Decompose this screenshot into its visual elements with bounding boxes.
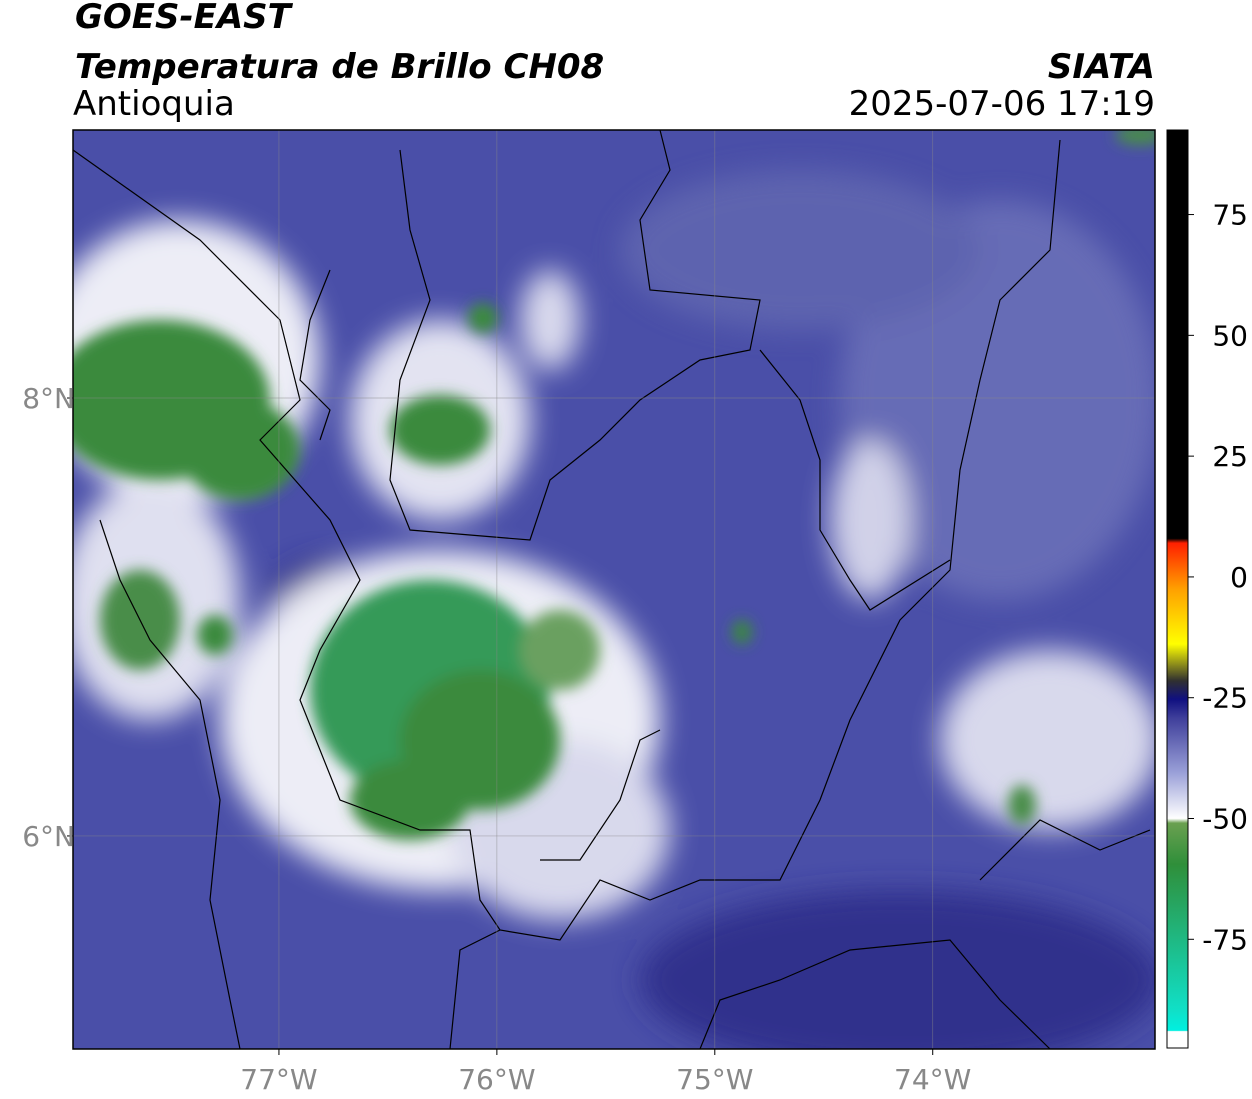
- colorbar: [1166, 129, 1189, 1049]
- colorbar-tick-label: 25: [1212, 440, 1248, 473]
- source: SIATA: [1048, 47, 1155, 87]
- y-tick-label: 8°N: [22, 382, 75, 415]
- colorbar-tick-label: -25: [1202, 682, 1248, 715]
- colorbar-tick-label: -75: [1202, 923, 1248, 956]
- y-tick-label: 6°N: [22, 820, 75, 853]
- map-frame: [72, 129, 1156, 1050]
- x-tick-label: 77°W: [240, 1063, 317, 1096]
- x-tick-label: 74°W: [894, 1063, 971, 1096]
- x-tick-label: 75°W: [676, 1063, 753, 1096]
- borders: [73, 130, 1151, 1049]
- colorbar-tick-label: 0: [1230, 561, 1248, 594]
- colorbar-tick-label: 50: [1212, 319, 1248, 352]
- colorbar-tick-label: 75: [1212, 199, 1248, 232]
- title: GOES-EAST: [75, 0, 294, 37]
- subtitle: Temperatura de Brillo CH08: [75, 47, 604, 87]
- region: Antioquia: [73, 84, 235, 124]
- graticule: [73, 130, 1155, 1049]
- x-tick-label: 76°W: [458, 1063, 535, 1096]
- datetime: 2025-07-06 17:19: [849, 84, 1155, 124]
- map-image: [73, 130, 1155, 1049]
- colorbar-tick-label: -50: [1202, 803, 1248, 836]
